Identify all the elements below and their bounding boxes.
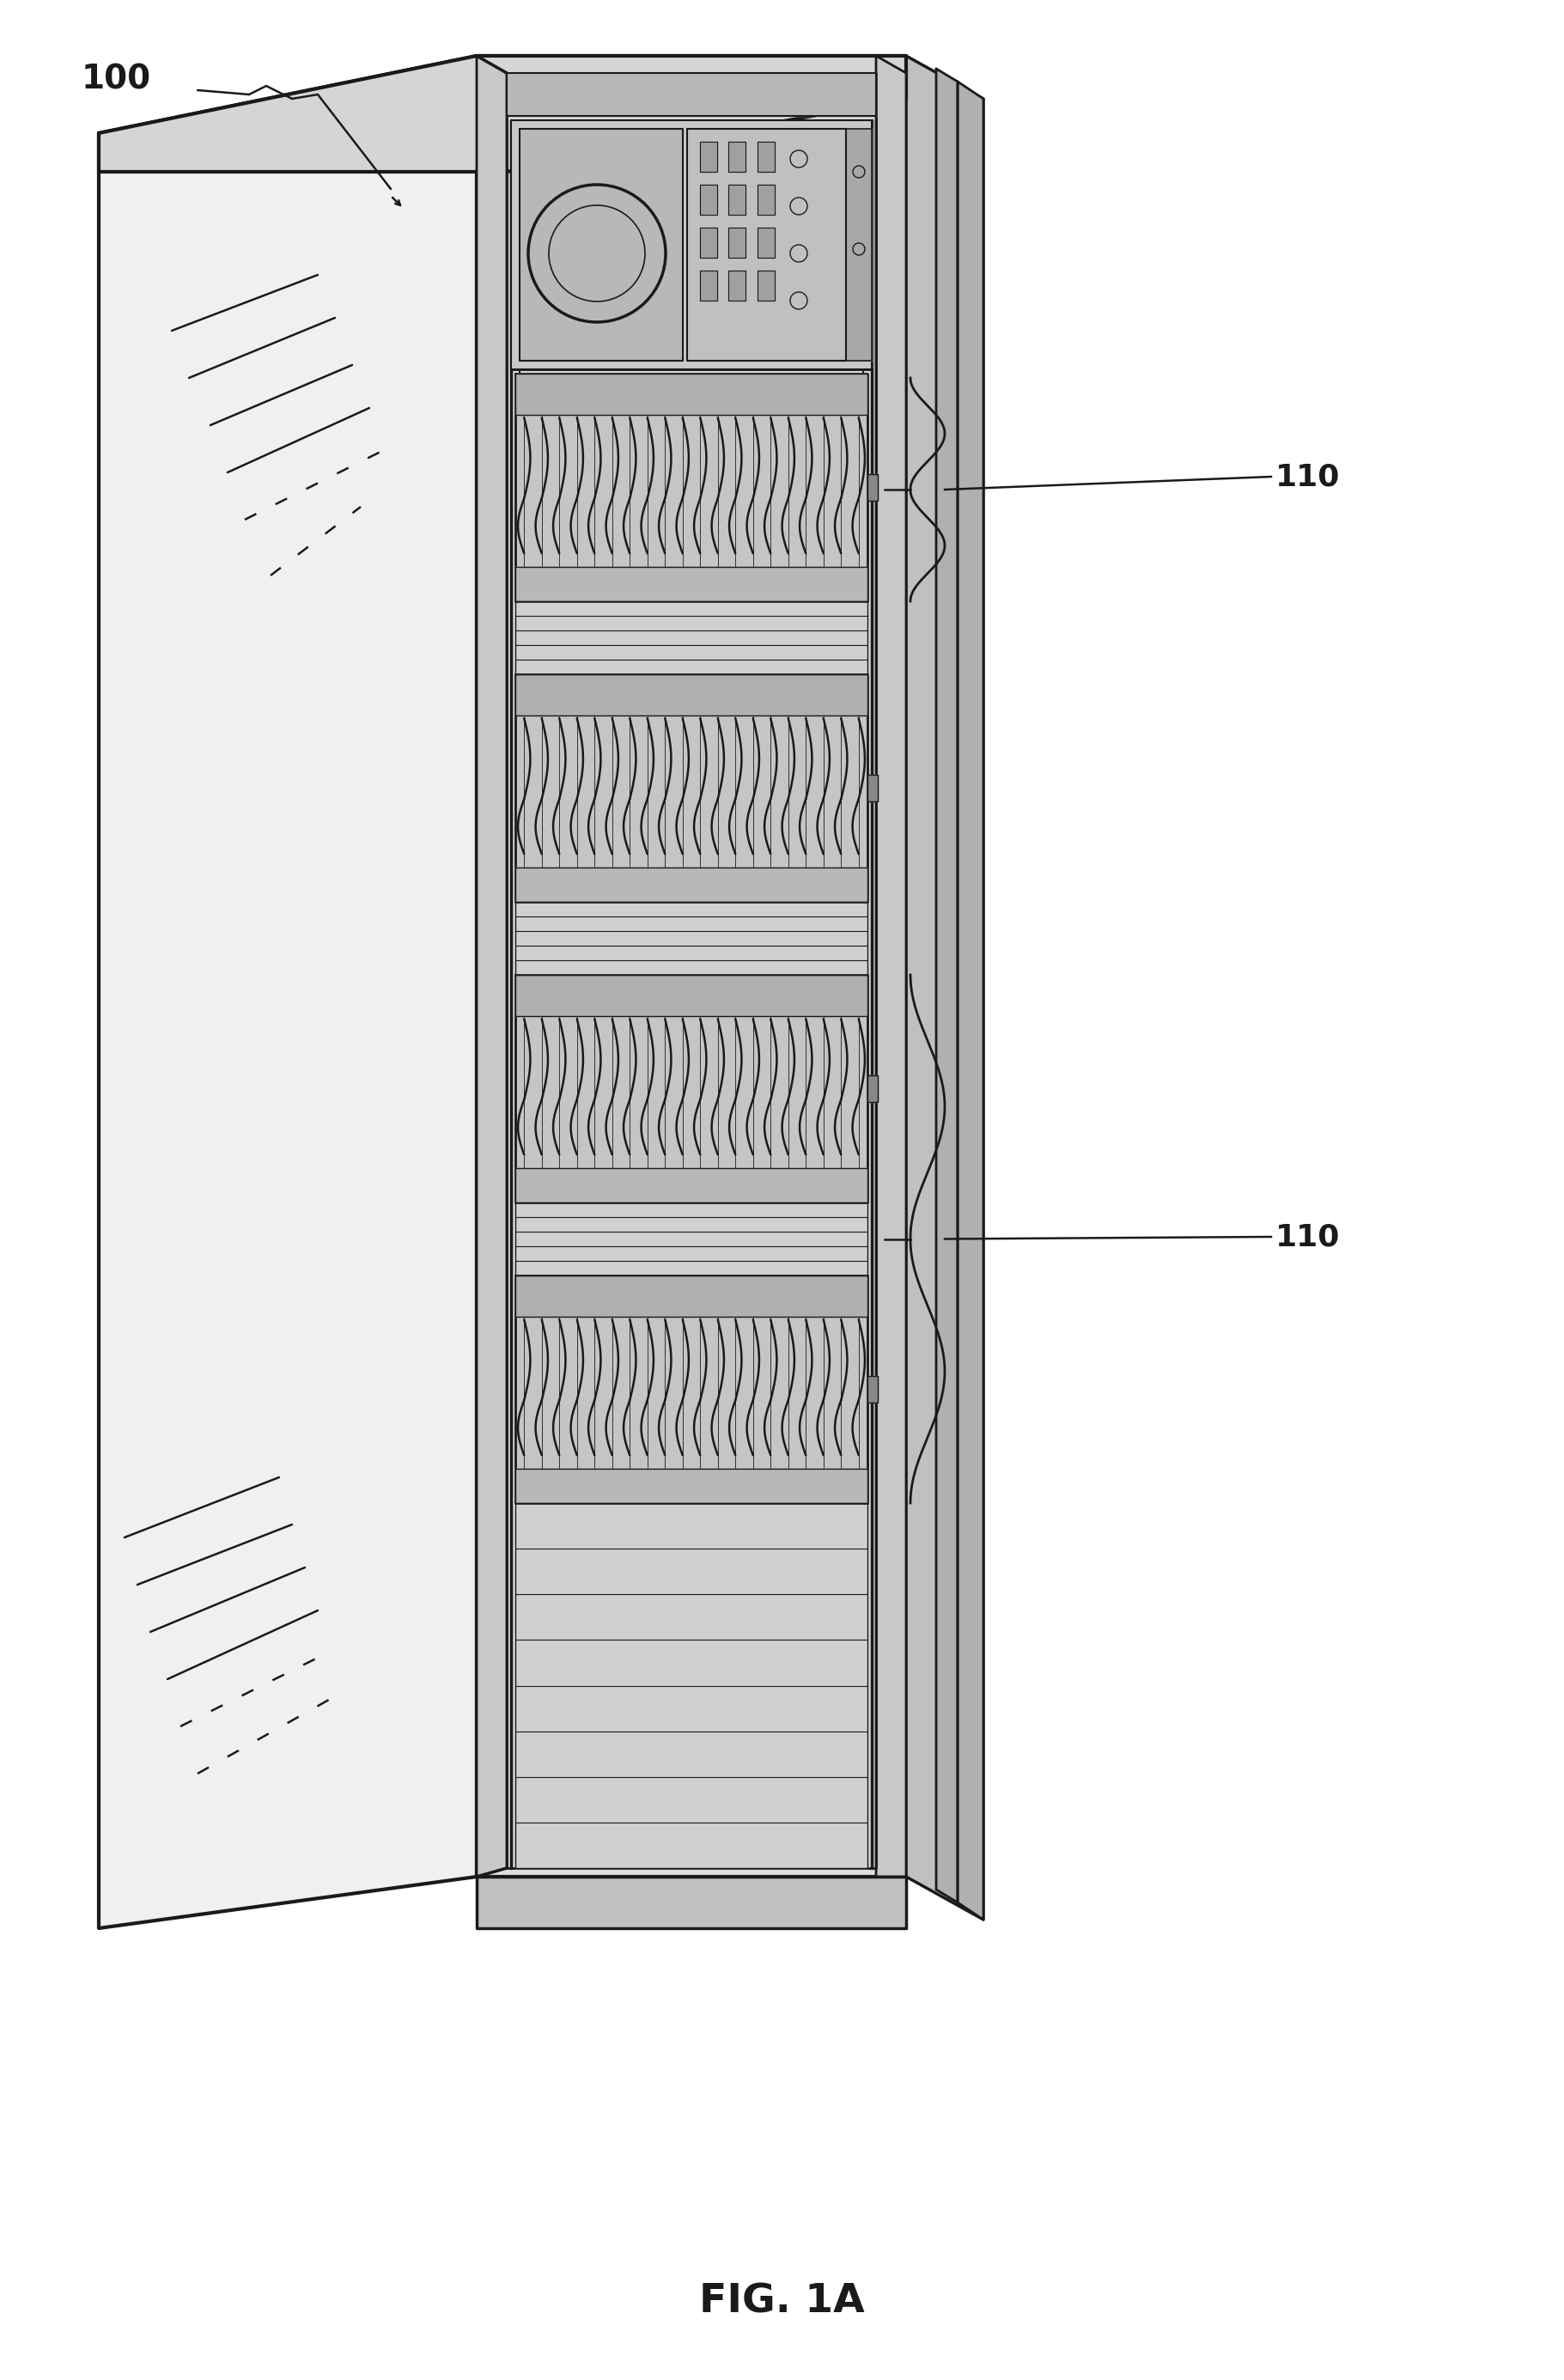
Polygon shape bbox=[701, 143, 718, 171]
Polygon shape bbox=[957, 81, 984, 1921]
Polygon shape bbox=[477, 1878, 906, 1928]
Polygon shape bbox=[515, 976, 868, 1016]
Polygon shape bbox=[515, 1276, 868, 1316]
Polygon shape bbox=[937, 69, 957, 1902]
Polygon shape bbox=[729, 228, 746, 257]
Polygon shape bbox=[729, 143, 746, 171]
Polygon shape bbox=[868, 474, 877, 502]
Polygon shape bbox=[757, 186, 774, 214]
Polygon shape bbox=[515, 374, 868, 414]
Polygon shape bbox=[876, 55, 906, 1878]
Text: 110: 110 bbox=[1275, 462, 1340, 490]
Polygon shape bbox=[701, 271, 718, 300]
Polygon shape bbox=[507, 74, 876, 117]
Polygon shape bbox=[515, 1202, 868, 1276]
Polygon shape bbox=[515, 374, 868, 602]
Polygon shape bbox=[519, 129, 683, 362]
Text: FIG. 1A: FIG. 1A bbox=[699, 2282, 865, 2321]
Polygon shape bbox=[515, 1468, 868, 1504]
Polygon shape bbox=[687, 129, 846, 362]
Polygon shape bbox=[868, 1376, 877, 1402]
Polygon shape bbox=[477, 55, 507, 1878]
Text: 110: 110 bbox=[1275, 1223, 1340, 1252]
Polygon shape bbox=[701, 186, 718, 214]
Polygon shape bbox=[515, 674, 868, 902]
Polygon shape bbox=[515, 1276, 868, 1504]
Polygon shape bbox=[99, 55, 477, 1928]
Polygon shape bbox=[757, 228, 774, 257]
Polygon shape bbox=[757, 271, 774, 300]
Polygon shape bbox=[701, 228, 718, 257]
Polygon shape bbox=[846, 129, 871, 362]
Polygon shape bbox=[507, 74, 876, 1868]
Polygon shape bbox=[868, 774, 877, 802]
Polygon shape bbox=[99, 55, 906, 171]
Polygon shape bbox=[729, 271, 746, 300]
Polygon shape bbox=[515, 976, 868, 1202]
Polygon shape bbox=[477, 55, 906, 1878]
Polygon shape bbox=[757, 143, 774, 171]
Text: 100: 100 bbox=[81, 62, 152, 95]
Polygon shape bbox=[868, 1076, 877, 1102]
Polygon shape bbox=[515, 1169, 868, 1202]
Polygon shape bbox=[515, 902, 868, 976]
Polygon shape bbox=[515, 1504, 868, 1868]
Polygon shape bbox=[515, 869, 868, 902]
Polygon shape bbox=[515, 602, 868, 674]
Polygon shape bbox=[511, 121, 871, 369]
Polygon shape bbox=[515, 674, 868, 716]
Polygon shape bbox=[906, 55, 984, 1921]
Polygon shape bbox=[515, 566, 868, 602]
Polygon shape bbox=[729, 186, 746, 214]
